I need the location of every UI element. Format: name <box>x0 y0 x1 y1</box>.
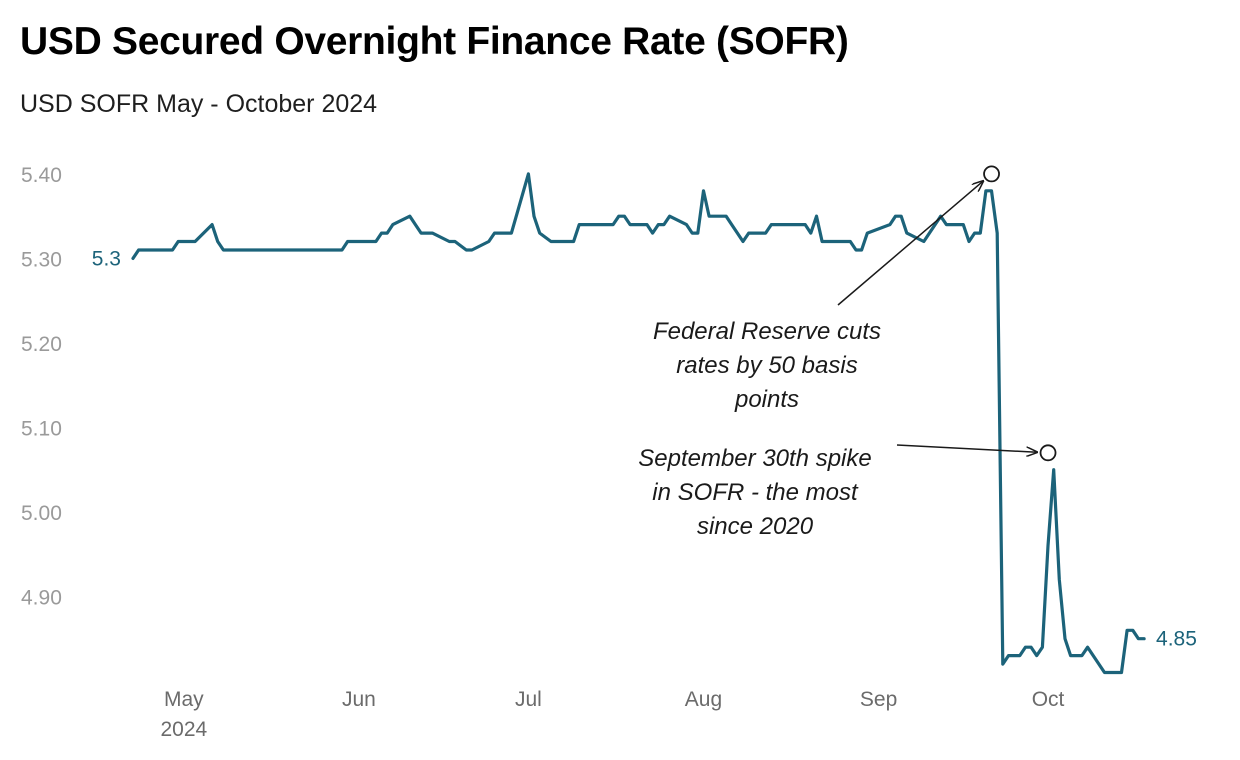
y-axis: 5.40 5.30 5.20 5.10 5.00 4.90 <box>21 164 62 610</box>
y-tick-label: 5.10 <box>21 417 62 440</box>
annotation-marker <box>1039 444 1057 462</box>
sofr-series-line <box>131 172 1146 675</box>
y-tick-label: 5.20 <box>21 333 62 356</box>
annotation-text-line: in SOFR - the most <box>652 479 859 506</box>
x-tick-label: Sep <box>860 688 897 711</box>
y-tick-label: 5.00 <box>21 502 62 525</box>
series-start-label: 5.3 <box>92 247 121 270</box>
annotation-marker <box>983 165 1000 183</box>
annotation-text-line: since 2020 <box>697 513 814 540</box>
series-layer: 5.3 4.85 <box>92 172 1197 675</box>
annotation-arrow <box>837 181 983 306</box>
annotation-text-line: September 30th spike <box>638 445 871 472</box>
y-tick-label: 5.30 <box>21 248 62 271</box>
chart-title: USD Secured Overnight Finance Rate (SOFR… <box>20 20 849 63</box>
chart-subtitle: USD SOFR May - October 2024 <box>20 90 378 118</box>
series-end-label: 4.85 <box>1156 628 1197 651</box>
x-tick-label: Oct <box>1032 688 1065 711</box>
y-tick-label: 4.90 <box>21 586 62 609</box>
annotation-text-line: Federal Reserve cuts <box>653 318 881 345</box>
annotation-text-line: points <box>734 386 799 413</box>
x-tick-label: Jul <box>515 688 542 711</box>
x-tick-year-label: 2024 <box>160 718 207 741</box>
x-tick-label: May <box>164 688 204 711</box>
annotation-text-line: rates by 50 basis <box>676 352 857 379</box>
annotation-layer: Federal Reserve cuts rates by 50 basis poi… <box>638 165 1057 540</box>
x-axis: May 2024 Jun Jul Aug Sep Oct <box>160 688 1064 741</box>
annotation-arrow <box>896 444 1037 452</box>
x-tick-label: Aug <box>685 688 722 711</box>
x-tick-label: Jun <box>342 688 376 711</box>
y-tick-label: 5.40 <box>21 164 62 187</box>
